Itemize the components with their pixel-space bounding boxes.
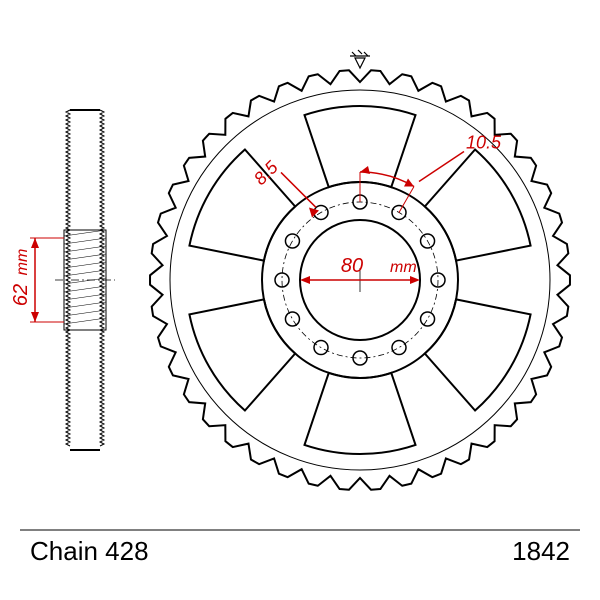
svg-text:80: 80 [341, 255, 363, 277]
chain-spec-label: Chain 428 [30, 536, 149, 566]
svg-text:mm: mm [390, 259, 417, 276]
svg-text:10.5: 10.5 [466, 132, 502, 152]
svg-text:mm: mm [14, 249, 31, 276]
sprocket-diagram: 62mm 80mm8.510.5 Chain 4281842 [0, 0, 600, 600]
svg-text:62: 62 [10, 284, 32, 306]
part-number-label: 1842 [512, 536, 570, 566]
